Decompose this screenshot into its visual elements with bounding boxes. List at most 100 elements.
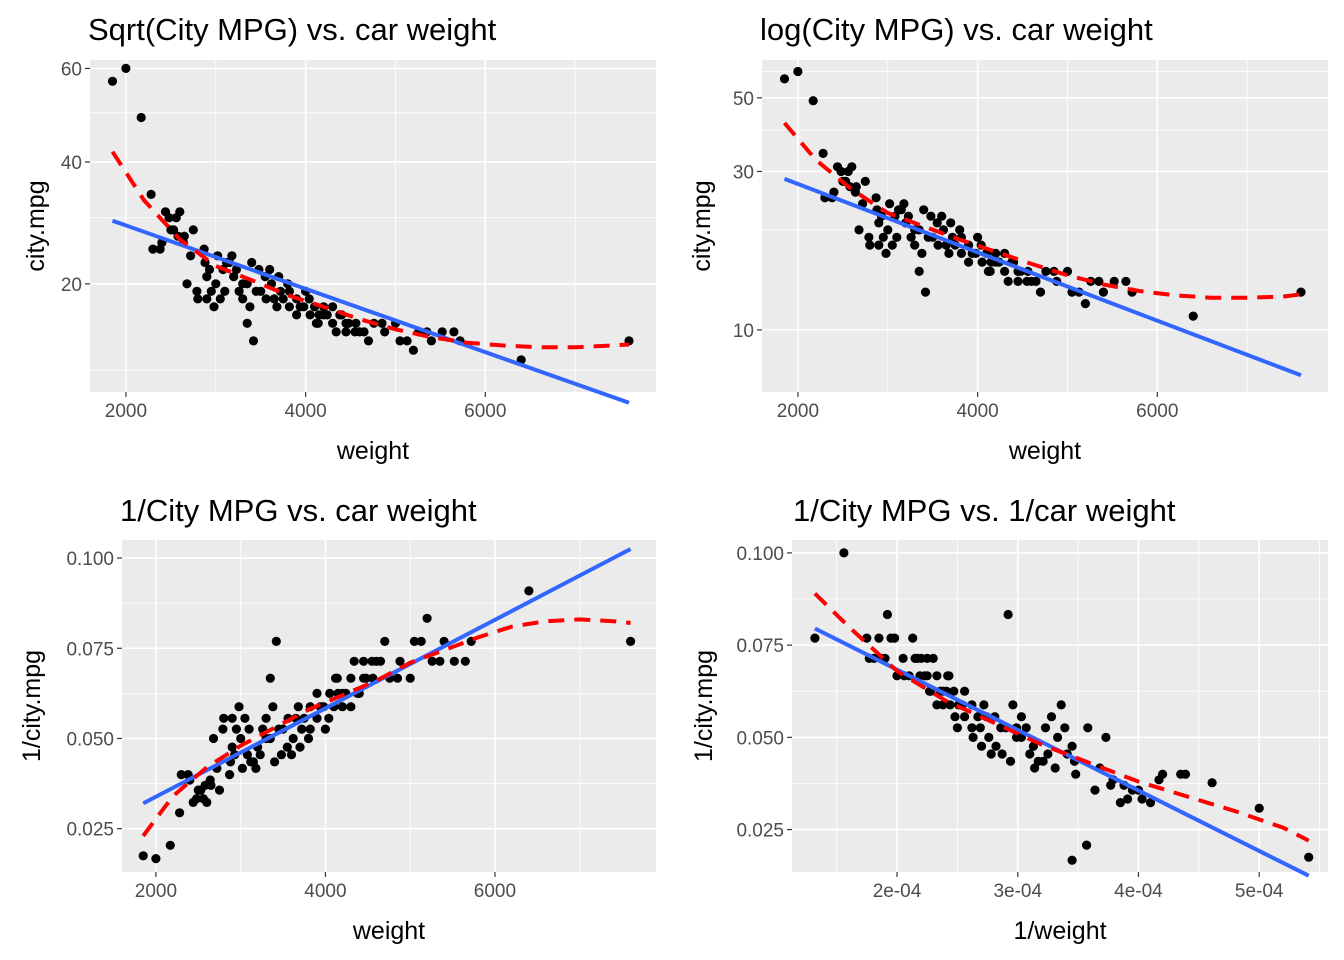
panel-log-mpg-vs-weight: log(City MPG) vs. car weight 2000 4000 600… — [688, 12, 1328, 465]
data-point — [860, 176, 870, 186]
data-point — [1056, 700, 1066, 710]
data-point — [1188, 311, 1198, 321]
x-tick-label: 5e-04 — [1235, 881, 1284, 902]
data-point — [932, 700, 942, 710]
data-point — [242, 318, 252, 328]
data-point — [188, 225, 198, 235]
data-point — [282, 742, 292, 752]
data-point — [932, 218, 942, 228]
data-point — [166, 225, 176, 235]
data-point — [1176, 769, 1186, 779]
data-point — [435, 656, 445, 666]
data-point — [351, 318, 361, 328]
data-point — [322, 310, 332, 320]
data-point — [349, 656, 359, 666]
data-point — [238, 279, 248, 289]
data-point — [1035, 287, 1046, 297]
y-tick-label: 0.025 — [66, 820, 114, 841]
data-point — [395, 336, 405, 346]
data-point — [312, 688, 322, 699]
data-point — [248, 336, 259, 346]
y-tick-label: 50 — [733, 89, 754, 110]
y-axis-label: city.mpg — [22, 180, 50, 271]
data-point — [202, 797, 212, 808]
data-point — [882, 609, 893, 620]
data-point — [964, 257, 974, 267]
data-point — [288, 733, 298, 744]
panel-title: log(City MPG) vs. car weight — [760, 12, 1153, 47]
panel-title: Sqrt(City MPG) vs. car weight — [88, 12, 497, 47]
y-tick-label: 60 — [61, 59, 82, 80]
data-point — [899, 199, 909, 209]
data-point — [449, 656, 459, 666]
data-point — [946, 218, 956, 228]
data-point — [1123, 794, 1133, 804]
data-point — [932, 671, 942, 681]
data-point — [320, 724, 330, 734]
panel-inverse-mpg-vs-weight: 1/City MPG vs. car weight 2000 4000 6000 0… — [18, 493, 656, 945]
data-point — [975, 723, 985, 733]
data-point — [968, 732, 978, 743]
data-point — [268, 702, 278, 712]
data-point — [121, 63, 131, 73]
panel-title: 1/City MPG vs. 1/car weight — [793, 493, 1176, 528]
data-point — [881, 248, 891, 258]
data-point — [887, 240, 897, 250]
data-point — [862, 633, 872, 643]
data-point — [227, 251, 237, 261]
data-point — [395, 656, 405, 666]
data-point — [1083, 723, 1093, 733]
y-axis-label: 1/city.mpg — [690, 650, 718, 762]
x-axis-ticks: 2e-04 3e-04 4e-04 5e-04 — [873, 872, 1284, 902]
data-point — [1115, 798, 1125, 808]
data-point — [313, 318, 323, 328]
data-point — [234, 286, 244, 296]
data-point — [192, 286, 202, 296]
data-point — [1008, 700, 1018, 710]
data-point — [928, 653, 938, 664]
data-point — [202, 272, 212, 282]
data-point — [377, 318, 387, 328]
data-point — [305, 724, 315, 734]
data-point — [192, 794, 202, 804]
data-point — [871, 193, 881, 203]
y-tick-label: 20 — [61, 275, 82, 296]
scatter-points — [107, 63, 634, 365]
data-point — [854, 225, 864, 235]
data-point — [346, 673, 356, 683]
data-point — [107, 76, 118, 86]
data-point — [284, 286, 294, 296]
data-point — [1145, 798, 1156, 808]
data-point — [209, 302, 219, 312]
data-point — [626, 636, 636, 647]
data-point — [341, 327, 351, 337]
x-tick-label: 4000 — [304, 881, 346, 902]
data-point — [324, 713, 334, 723]
data-point — [917, 248, 927, 258]
data-point — [779, 74, 790, 84]
data-point — [955, 225, 965, 235]
data-point — [206, 780, 216, 791]
data-point — [332, 673, 342, 683]
data-point — [244, 724, 254, 734]
data-point — [894, 205, 904, 215]
data-point — [460, 656, 470, 666]
data-point — [231, 724, 241, 734]
data-point — [1043, 749, 1053, 759]
data-point — [1254, 803, 1264, 813]
data-point — [202, 294, 212, 304]
data-point — [175, 207, 185, 217]
data-point — [367, 656, 377, 666]
data-point — [1067, 741, 1077, 751]
data-point — [247, 257, 257, 268]
data-point — [874, 240, 884, 250]
data-point — [926, 211, 936, 221]
data-point — [839, 548, 849, 558]
data-point — [151, 854, 161, 864]
data-point — [1005, 756, 1016, 766]
data-point — [219, 713, 229, 723]
data-point — [255, 750, 265, 760]
data-point — [208, 733, 219, 744]
data-point — [278, 294, 288, 304]
data-point — [1003, 609, 1013, 620]
